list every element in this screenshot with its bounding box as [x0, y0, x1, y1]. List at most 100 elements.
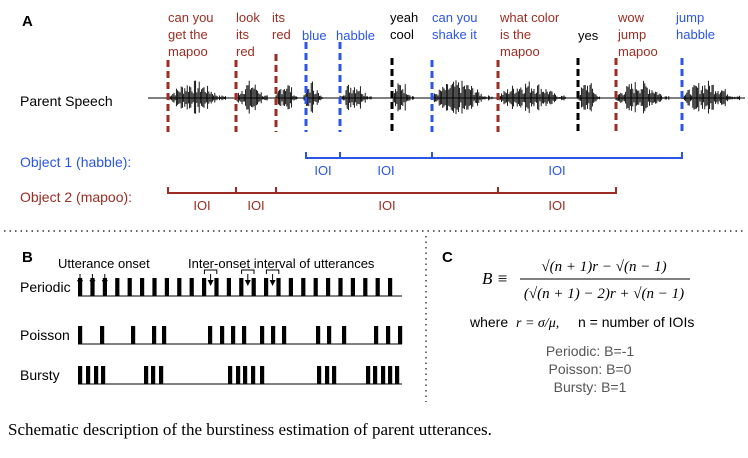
utterance-spike [140, 278, 145, 296]
ioi-bracket [339, 152, 433, 159]
utterance-spike [327, 326, 332, 344]
utterance-word: yeah [390, 10, 418, 25]
ioi-arrow-head [207, 280, 214, 286]
utterance-word: cool [390, 27, 414, 42]
utterance-spike [102, 278, 107, 296]
utterance-spike [276, 278, 281, 296]
utterance-spike [264, 278, 269, 296]
ioi-bracket [431, 152, 683, 159]
ioi-bracket [305, 152, 341, 159]
spike-row-label: Periodic [20, 279, 71, 295]
utterance-spike [260, 326, 265, 344]
utterance-word: yes [578, 28, 599, 43]
speech-waveform [148, 80, 745, 114]
utterance-spike [208, 326, 213, 344]
n-definition: n = number of IOIs [578, 314, 694, 330]
utterance-spike [159, 366, 164, 384]
utterance-spike [78, 278, 83, 296]
utterance-spike [386, 326, 391, 344]
utterance-word: mapoo [500, 44, 540, 59]
burstiness-results: Periodic: B=-1 Poisson: B=0 Bursty: B=1 [546, 343, 635, 395]
utterance-spike [338, 278, 343, 296]
utterance-spike [144, 366, 149, 384]
utterance-spike [189, 278, 194, 296]
utterance-word: can you [168, 10, 214, 25]
utterance-spike [214, 278, 219, 296]
utterance-spike [228, 366, 233, 384]
utterance-spike [381, 366, 386, 384]
utterance-spike [363, 278, 368, 296]
utterance-spike [131, 326, 136, 344]
utterance-spike [100, 326, 105, 344]
ioi-label: IOI [548, 163, 565, 178]
utterance-word: is the [500, 27, 531, 42]
utterance-spike [243, 366, 248, 384]
utterance-spike [226, 278, 231, 296]
parent-speech-label: Parent Speech [20, 93, 113, 109]
utterance-spike [177, 278, 182, 296]
formula-denominator: (√(n + 1) − 2)r + √(n − 1) [524, 286, 684, 302]
waveform-bursts [167, 80, 741, 114]
utterance-word: what color [499, 10, 560, 25]
utterance-spike [350, 278, 355, 296]
utterance-spike [101, 366, 106, 384]
ioi-of-utterances-label: Inter-onset interval of utterances [188, 256, 375, 271]
utterance-spike [271, 326, 276, 344]
utterance-word: red [272, 27, 291, 42]
utterance-word: habble [336, 28, 375, 43]
ioi-label: IOI [378, 198, 395, 213]
burstiness-result: Bursty: B=1 [554, 379, 627, 395]
ioi-arrow-head [244, 280, 251, 286]
utterance-spike [374, 326, 379, 344]
utterance-word: look [236, 10, 260, 25]
spike-row-label: Poisson [20, 327, 70, 343]
utterance-word: jump [675, 10, 704, 25]
figure-caption: Schematic description of the burstiness … [8, 420, 492, 439]
utterance-spike [316, 326, 321, 344]
formula-numerator: √(n + 1)r − √(n − 1) [541, 259, 666, 275]
utterance-spike [115, 278, 120, 296]
ioi-small-bracket [203, 269, 218, 274]
object2-label: Object 2 (mapoo): [20, 189, 132, 205]
burstiness-result: Periodic: B=-1 [546, 343, 635, 359]
ioi-label: IOI [377, 163, 394, 178]
utterance-spike [152, 326, 157, 344]
ioi-small-bracket [241, 269, 255, 274]
utterance-spike [94, 366, 99, 384]
ioi-bracket [235, 187, 277, 194]
utterance-word: can you [432, 10, 478, 25]
utterance-spike [78, 366, 83, 384]
utterance-word: blue [302, 28, 327, 43]
utterance-spike [388, 366, 393, 384]
utterance-word: shake it [432, 27, 477, 42]
utterance-word: its [272, 10, 286, 25]
utterance-spike [375, 278, 380, 296]
utterance-spike [388, 278, 393, 296]
utterance-spike [236, 366, 241, 384]
utterance-spike [90, 278, 95, 296]
ioi-label: IOI [193, 198, 210, 213]
utterance-word: mapoo [168, 44, 208, 59]
ioi-bracket [275, 187, 499, 194]
ioi-small-brackets [203, 269, 280, 286]
burstiness-result: Poisson: B=0 [549, 361, 632, 377]
utterance-spike [395, 366, 400, 384]
utterance-word: get the [168, 27, 208, 42]
utterance-word: jump [617, 27, 646, 42]
utterance-spike [164, 278, 169, 296]
utterance-word: red [236, 44, 255, 59]
object1-label: Object 1 (habble): [20, 154, 131, 170]
utterance-spike [242, 326, 247, 344]
utterance-spike [202, 278, 207, 296]
ioi-label: IOI [548, 198, 565, 213]
utterance-spike [325, 366, 330, 384]
utterance-onset-markers [166, 42, 684, 132]
ioi-label: IOI [247, 198, 264, 213]
utterance-spike [251, 278, 256, 296]
utterance-spike [326, 278, 331, 296]
ioi-arrow-head [269, 280, 276, 286]
utterance-onset-label: Utterance onset [58, 256, 150, 271]
panel-b-label: B [22, 249, 33, 266]
ioi-bracket [167, 187, 237, 194]
